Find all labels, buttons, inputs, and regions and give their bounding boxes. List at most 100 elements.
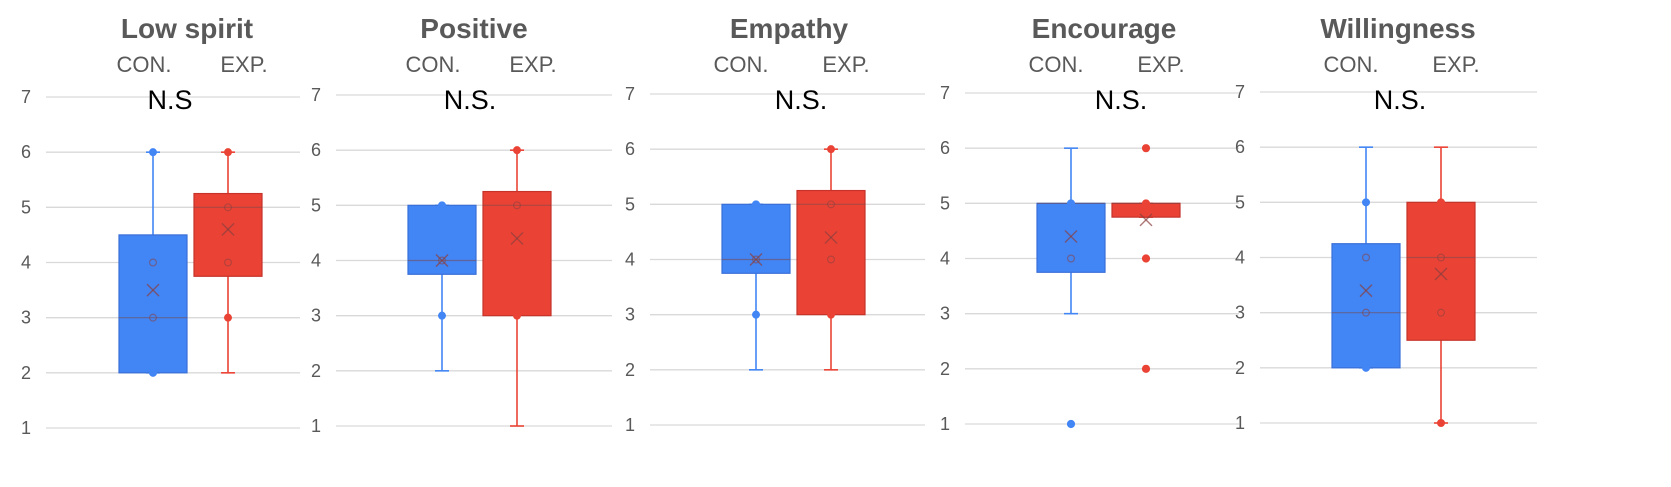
data-point-control (1361, 363, 1370, 372)
data-point-experiment (512, 146, 521, 155)
data-point-control (751, 200, 760, 209)
data-point-control (1066, 254, 1075, 263)
y-tick-label: 4 (1235, 248, 1245, 268)
data-point-control (1361, 198, 1370, 207)
box-control (1331, 243, 1401, 369)
data-point-control (149, 313, 158, 322)
y-tick-label: 2 (625, 360, 635, 380)
data-point-control (149, 368, 158, 377)
data-point-experiment (512, 201, 521, 210)
data-point-experiment (512, 311, 521, 320)
mean-marker-control (435, 254, 449, 267)
data-point-experiment (224, 258, 233, 267)
data-point-control (751, 255, 760, 264)
panel-title: Encourage (1032, 13, 1177, 44)
mean-marker-experiment (1434, 267, 1448, 281)
y-tick-label: 7 (940, 83, 950, 103)
significance-label: N.S. (1374, 85, 1427, 115)
data-point-experiment (1436, 253, 1445, 262)
data-point-experiment (224, 148, 233, 157)
panel-title: Willingness (1320, 13, 1475, 44)
y-tick-label: 1 (1235, 413, 1245, 433)
y-tick-label: 6 (940, 138, 950, 158)
y-tick-label: 1 (625, 415, 635, 435)
outlier-point-experiment (1141, 144, 1151, 153)
data-point-control (751, 310, 760, 319)
outlier-point-experiment (1141, 364, 1151, 373)
data-point-control (438, 311, 447, 320)
panel-title: Positive (420, 13, 527, 44)
mean-marker-experiment (1139, 213, 1153, 227)
y-tick-label: 2 (940, 359, 950, 379)
y-tick-label: 5 (21, 197, 31, 217)
group-label-control: CON. (1324, 52, 1379, 77)
data-point-experiment (1141, 199, 1150, 208)
data-point-experiment (224, 203, 233, 212)
data-point-control (438, 256, 447, 265)
y-tick-label: 7 (625, 84, 635, 104)
data-point-experiment (826, 145, 835, 154)
mean-marker-experiment (221, 222, 235, 236)
y-tick-label: 2 (21, 363, 31, 383)
mean-marker-experiment (824, 230, 838, 244)
significance-label: N.S (147, 85, 192, 115)
y-tick-label: 6 (625, 139, 635, 159)
y-tick-label: 4 (21, 253, 31, 273)
group-label-experiment: EXP. (1137, 52, 1184, 77)
y-tick-label: 4 (940, 249, 950, 269)
group-label-experiment: EXP. (509, 52, 556, 77)
mean-marker-experiment (510, 231, 524, 245)
mean-marker-control (749, 253, 763, 266)
data-point-experiment (1436, 419, 1445, 428)
y-tick-label: 1 (940, 414, 950, 434)
y-tick-label: 3 (21, 308, 31, 328)
box-control (118, 234, 188, 374)
group-label-experiment: EXP. (220, 52, 267, 77)
significance-label: N.S. (775, 85, 828, 115)
y-tick-label: 2 (1235, 358, 1245, 378)
y-tick-label: 5 (940, 193, 950, 213)
group-label-experiment: EXP. (822, 52, 869, 77)
box-experiment (193, 192, 263, 277)
group-label-control: CON. (117, 52, 172, 77)
box-experiment (482, 190, 552, 317)
y-tick-label: 1 (21, 418, 31, 438)
data-point-experiment (224, 313, 233, 322)
y-tick-label: 5 (311, 195, 321, 215)
box-experiment (1406, 201, 1476, 341)
data-point-experiment (1436, 198, 1445, 207)
box-control (407, 204, 477, 275)
y-tick-label: 7 (21, 87, 31, 107)
data-point-control (149, 258, 158, 267)
significance-label: N.S. (444, 85, 497, 115)
y-tick-label: 3 (940, 304, 950, 324)
group-label-control: CON. (406, 52, 461, 77)
y-tick-label: 4 (625, 250, 635, 270)
y-tick-label: 4 (311, 251, 321, 271)
y-tick-label: 6 (311, 140, 321, 160)
data-point-control (438, 201, 447, 210)
data-point-control (1066, 199, 1075, 208)
panel-title: Low spirit (121, 13, 253, 44)
data-point-control (1361, 308, 1370, 317)
data-point-experiment (826, 310, 835, 319)
data-point-experiment (826, 200, 835, 209)
mean-marker-control (146, 283, 160, 297)
box-control (1036, 202, 1106, 273)
y-tick-label: 5 (625, 194, 635, 214)
mean-marker-control (1064, 229, 1078, 243)
box-experiment (796, 189, 866, 316)
y-tick-label: 3 (1235, 303, 1245, 323)
group-label-control: CON. (1029, 52, 1084, 77)
significance-label: N.S. (1095, 85, 1148, 115)
y-tick-label: 3 (311, 306, 321, 326)
group-label-experiment: EXP. (1432, 52, 1479, 77)
y-tick-label: 3 (625, 305, 635, 325)
data-point-experiment (826, 255, 835, 264)
y-tick-label: 7 (1235, 82, 1245, 102)
outlier-point-experiment (1141, 254, 1151, 263)
y-tick-label: 1 (311, 416, 321, 436)
y-tick-label: 6 (1235, 137, 1245, 157)
